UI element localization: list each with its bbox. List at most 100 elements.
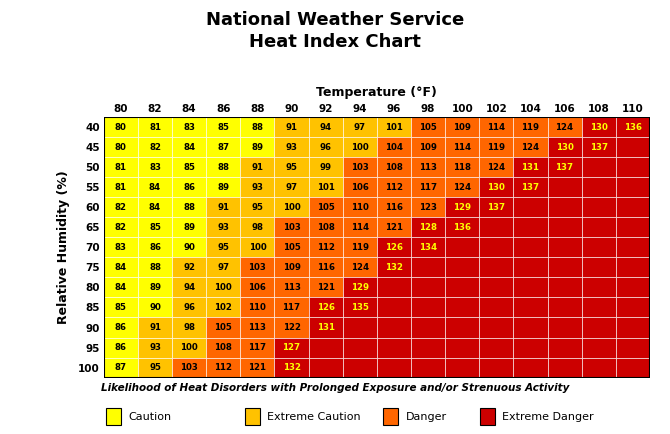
Text: 109: 109 <box>283 263 300 272</box>
Bar <box>104 237 138 257</box>
Bar <box>377 117 411 137</box>
Bar <box>479 318 513 338</box>
Text: 96: 96 <box>183 303 195 312</box>
Text: 127: 127 <box>283 343 301 352</box>
Bar <box>241 257 275 277</box>
Bar <box>411 297 445 318</box>
Bar <box>241 277 275 297</box>
Bar <box>206 338 241 358</box>
Bar <box>104 137 138 157</box>
Text: 98: 98 <box>251 223 263 232</box>
Bar <box>479 117 513 137</box>
Text: 93: 93 <box>149 343 161 352</box>
Text: 97: 97 <box>354 123 366 132</box>
Bar <box>206 358 241 378</box>
Text: 83: 83 <box>183 123 195 132</box>
Bar <box>547 297 582 318</box>
Text: 105: 105 <box>317 203 334 212</box>
Text: 95: 95 <box>285 163 297 172</box>
Text: 89: 89 <box>149 283 161 292</box>
Text: 95: 95 <box>217 243 229 252</box>
Text: 91: 91 <box>251 163 263 172</box>
Bar <box>445 257 479 277</box>
Bar <box>172 277 206 297</box>
Text: 92: 92 <box>183 263 195 272</box>
Text: 109: 109 <box>419 143 437 152</box>
Bar <box>104 177 138 197</box>
Text: 81: 81 <box>115 183 127 192</box>
Bar <box>377 197 411 217</box>
Bar <box>377 237 411 257</box>
Text: 84: 84 <box>183 143 195 152</box>
Bar <box>206 277 241 297</box>
Bar <box>343 237 377 257</box>
Bar <box>275 137 309 157</box>
Bar <box>411 257 445 277</box>
Bar <box>513 197 547 217</box>
Text: 119: 119 <box>521 123 539 132</box>
Bar <box>104 318 138 338</box>
Bar <box>582 318 616 338</box>
Bar <box>547 117 582 137</box>
Bar <box>547 177 582 197</box>
Text: 85: 85 <box>149 223 161 232</box>
Bar <box>104 358 138 378</box>
Bar <box>138 277 172 297</box>
Bar <box>104 297 138 318</box>
Bar <box>309 157 343 177</box>
Bar <box>513 358 547 378</box>
Bar <box>241 217 275 237</box>
Text: 131: 131 <box>521 163 539 172</box>
Bar <box>275 358 309 378</box>
Bar <box>309 318 343 338</box>
Bar <box>138 197 172 217</box>
Bar <box>138 237 172 257</box>
Bar <box>241 318 275 338</box>
Text: Caution: Caution <box>128 412 172 422</box>
Bar <box>616 237 650 257</box>
Bar <box>480 408 494 425</box>
Text: 114: 114 <box>351 223 369 232</box>
Text: 81: 81 <box>149 123 161 132</box>
Bar <box>275 197 309 217</box>
Bar <box>616 257 650 277</box>
Text: 106: 106 <box>249 283 267 292</box>
Text: Extreme Caution: Extreme Caution <box>267 412 360 422</box>
Text: 105: 105 <box>214 323 232 332</box>
Bar <box>411 237 445 257</box>
Bar <box>547 217 582 237</box>
Bar <box>172 237 206 257</box>
Text: 90: 90 <box>149 303 161 312</box>
Bar <box>411 117 445 137</box>
Bar <box>206 217 241 237</box>
Text: 82: 82 <box>115 203 127 212</box>
Text: 112: 112 <box>317 243 335 252</box>
Bar <box>104 117 138 137</box>
Text: 80: 80 <box>115 143 127 152</box>
Text: 100: 100 <box>351 143 369 152</box>
Bar <box>241 358 275 378</box>
Bar <box>582 237 616 257</box>
Bar <box>241 338 275 358</box>
Text: 86: 86 <box>115 323 127 332</box>
Bar <box>616 177 650 197</box>
Text: 91: 91 <box>149 323 161 332</box>
Text: 95: 95 <box>251 203 263 212</box>
Bar <box>616 338 650 358</box>
Bar <box>547 257 582 277</box>
Text: 137: 137 <box>521 183 539 192</box>
Text: 137: 137 <box>590 143 608 152</box>
Text: 100: 100 <box>249 243 266 252</box>
Bar <box>616 137 650 157</box>
Bar <box>309 257 343 277</box>
Bar <box>138 297 172 318</box>
Bar <box>309 358 343 378</box>
Bar <box>309 277 343 297</box>
Text: 88: 88 <box>251 123 263 132</box>
Text: 103: 103 <box>180 363 198 372</box>
Bar <box>275 177 309 197</box>
Bar <box>513 297 547 318</box>
Text: 96: 96 <box>320 143 332 152</box>
Bar <box>172 257 206 277</box>
Bar <box>206 157 241 177</box>
